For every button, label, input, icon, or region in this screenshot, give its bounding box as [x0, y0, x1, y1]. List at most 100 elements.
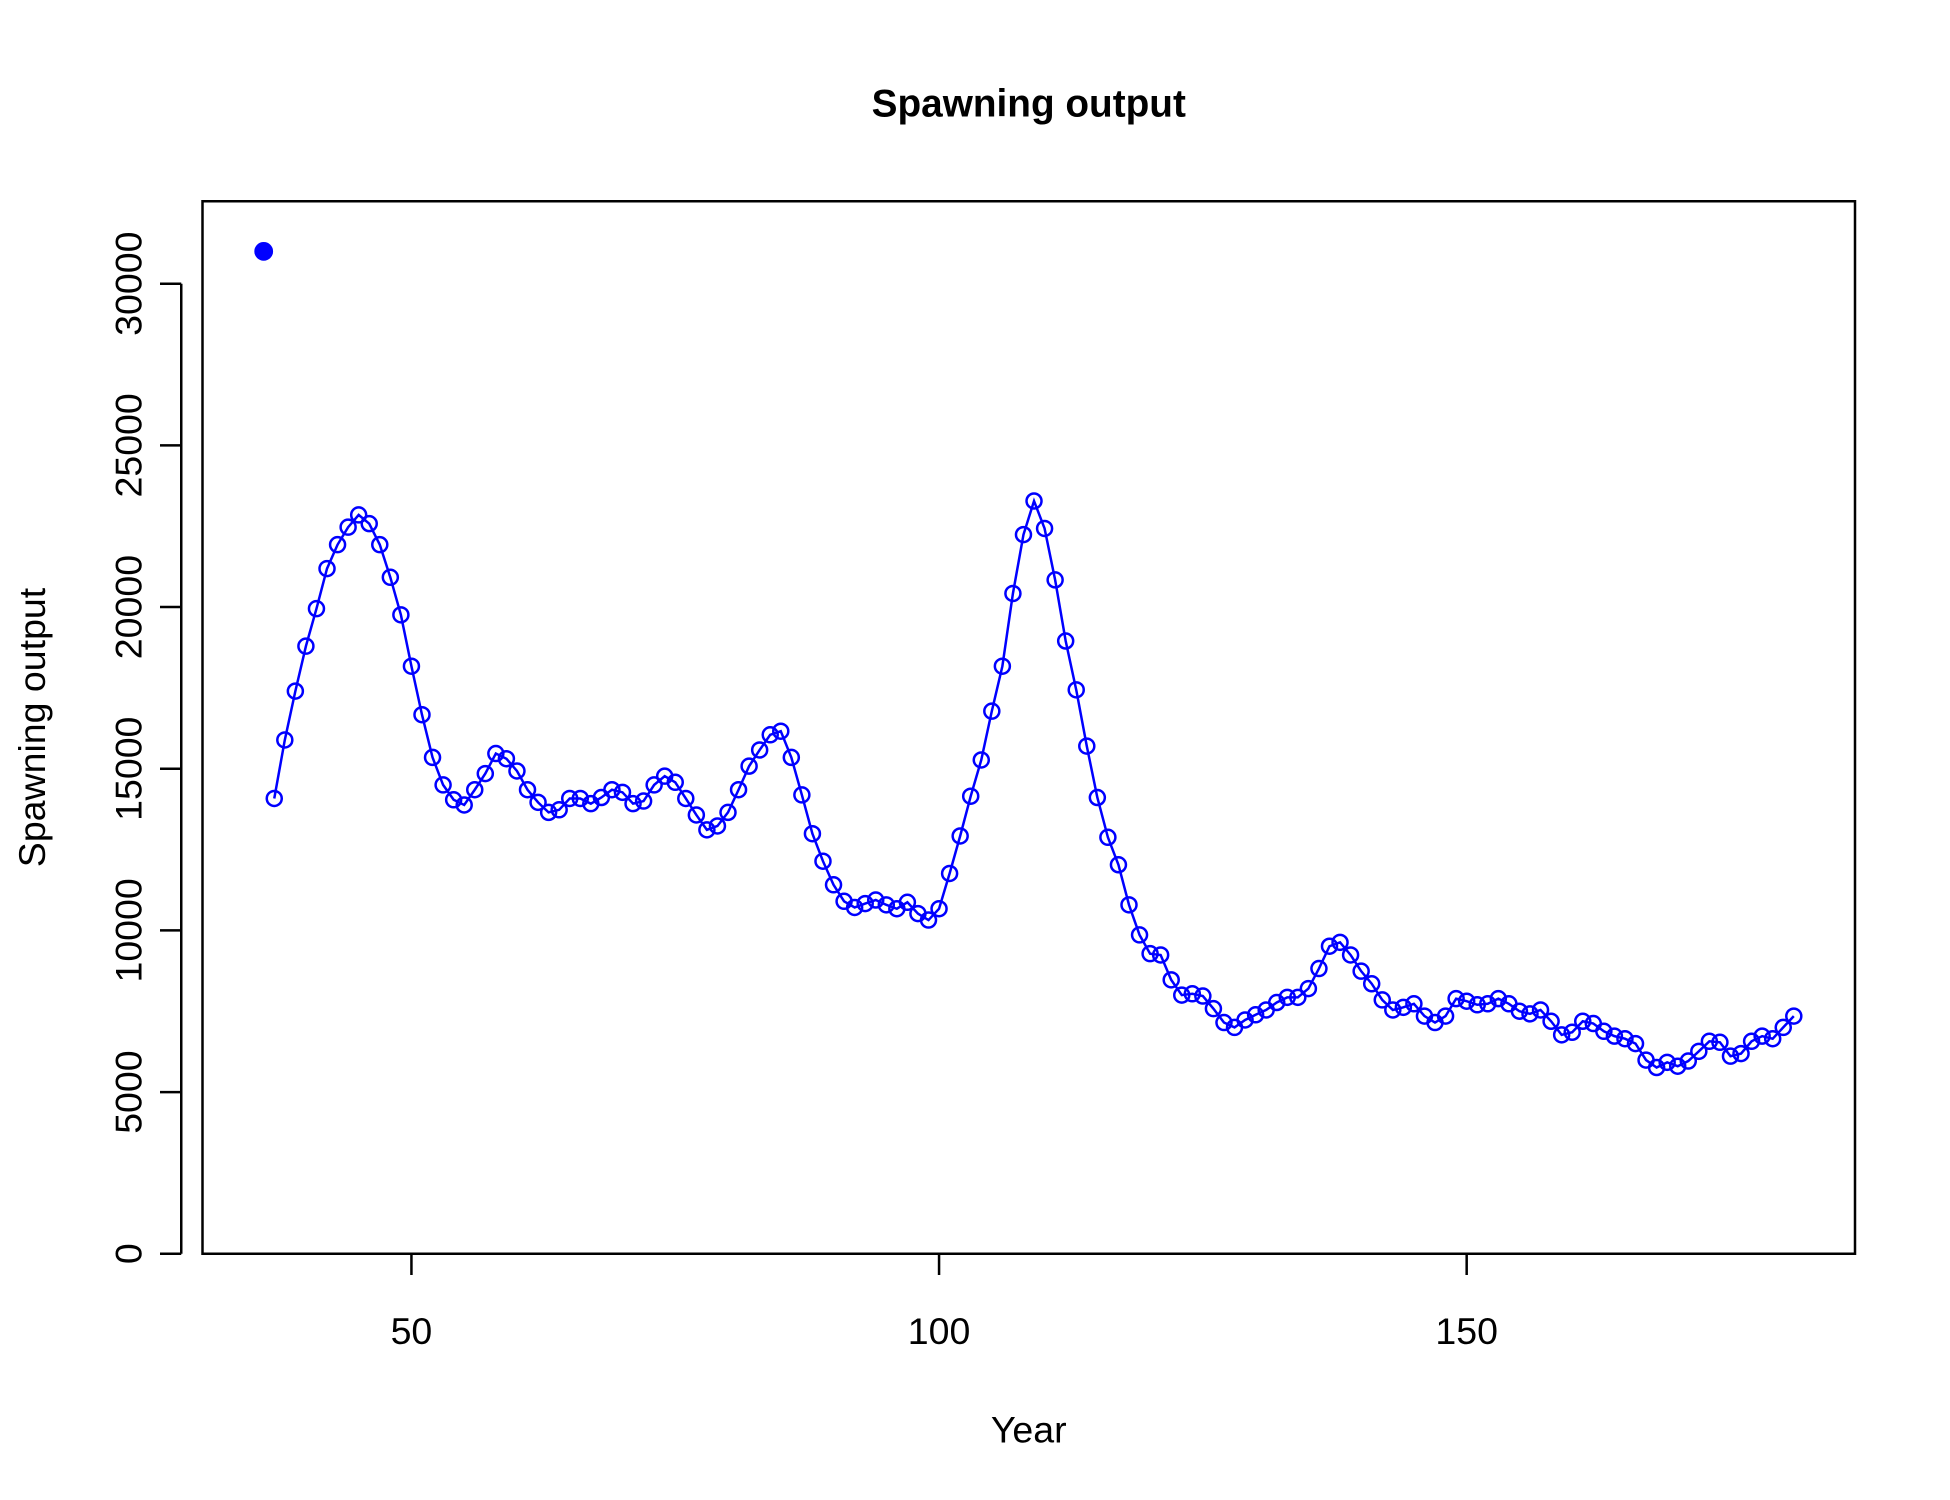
data-point: [1151, 946, 1170, 964]
y-tick-label: 25000: [107, 393, 149, 497]
data-point: [919, 911, 938, 929]
data-point: [1468, 996, 1486, 1014]
data-point: [550, 801, 568, 819]
data-point: [1394, 998, 1413, 1017]
data-point: [476, 764, 495, 783]
data-point: [845, 898, 864, 917]
data-point: [1479, 995, 1497, 1013]
data-point: [603, 780, 621, 799]
data-point: [930, 899, 948, 918]
data-point: [1299, 979, 1318, 998]
data-point: [1014, 525, 1033, 544]
data-point: [444, 791, 463, 809]
data-point: [1341, 946, 1360, 964]
data-point: [1457, 992, 1476, 1010]
data-point: [1162, 971, 1180, 989]
data-point: [328, 535, 347, 554]
data-point: [1215, 1013, 1233, 1032]
data-point: [455, 796, 473, 814]
y-axis-label: Spawning output: [11, 587, 53, 867]
data-point: [940, 864, 959, 883]
data-point: [1289, 988, 1307, 1007]
data-point: [666, 773, 684, 792]
data-point: [761, 726, 779, 744]
data-point: [993, 657, 1012, 675]
data-point: [265, 789, 284, 808]
data-point: [1742, 1032, 1761, 1051]
data-point: [877, 896, 896, 914]
data-point: [687, 806, 706, 824]
data-point: [1035, 519, 1054, 538]
data-point: [1204, 999, 1223, 1018]
data-point: [1563, 1023, 1581, 1042]
data-point: [645, 776, 663, 794]
x-tick-label: 50: [391, 1310, 433, 1352]
y-tick-label: 30000: [107, 232, 149, 336]
data-point: [1331, 933, 1349, 952]
data-point: [539, 803, 558, 822]
y-tick-label: 10000: [107, 878, 149, 982]
data-point: [1384, 1001, 1402, 1019]
data-point: [392, 606, 410, 624]
data-point: [360, 514, 378, 533]
data-point: [1658, 1053, 1676, 1072]
data-point: [381, 568, 400, 587]
data-point: [898, 893, 917, 912]
x-tick-label: 150: [1435, 1310, 1498, 1352]
data-point: [1078, 737, 1096, 755]
data-point: [1109, 856, 1128, 874]
data-point: [1489, 989, 1508, 1008]
data-point: [1099, 828, 1117, 847]
data-point: [434, 776, 452, 794]
data-point: [719, 803, 737, 822]
data-point: [307, 599, 326, 618]
data-point: [708, 817, 727, 835]
data-point: [1605, 1027, 1624, 1045]
y-tick-label: 20000: [107, 555, 149, 659]
data-point: [1278, 988, 1297, 1007]
data-point: [1447, 989, 1465, 1008]
data-point: [1004, 584, 1022, 603]
data-point: [1521, 1005, 1539, 1023]
data-point: [1067, 681, 1085, 699]
data-point: [634, 792, 653, 810]
data-point: [423, 748, 442, 767]
data-point: [560, 789, 579, 808]
data-point: [508, 762, 526, 780]
data-point: [1573, 1012, 1592, 1031]
data-point: [1194, 987, 1212, 1005]
data-point: [866, 891, 885, 909]
data-point: [1246, 1006, 1265, 1024]
data-point: [951, 827, 969, 845]
data-point: [1352, 962, 1370, 980]
data-point: [1711, 1033, 1729, 1052]
data-point: [276, 731, 294, 749]
data-point: [972, 751, 991, 769]
data-point: [286, 682, 305, 700]
chart-title: Spawning output: [872, 82, 1186, 125]
data-point: [856, 894, 874, 913]
series-line: [273, 497, 1795, 1069]
data-point: [1595, 1022, 1613, 1041]
data-point: [983, 702, 1001, 720]
data-point: [571, 789, 590, 808]
data-point: [1025, 492, 1043, 510]
data-point: [1373, 991, 1392, 1009]
data-point: [1046, 571, 1064, 589]
data-point: [371, 535, 389, 554]
y-tick-label: 15000: [107, 717, 149, 821]
data-point: [1668, 1057, 1687, 1075]
data-point: [1510, 1002, 1529, 1020]
data-point: [698, 821, 716, 839]
data-point: [1774, 1018, 1792, 1037]
data-point: [1721, 1047, 1740, 1065]
data-point: [1647, 1058, 1666, 1077]
data-point: [961, 787, 980, 805]
data-point: [529, 793, 547, 812]
data-point: [1173, 986, 1191, 1004]
data-point: [803, 824, 822, 843]
data-point: [750, 741, 769, 759]
data-point: [402, 657, 421, 675]
